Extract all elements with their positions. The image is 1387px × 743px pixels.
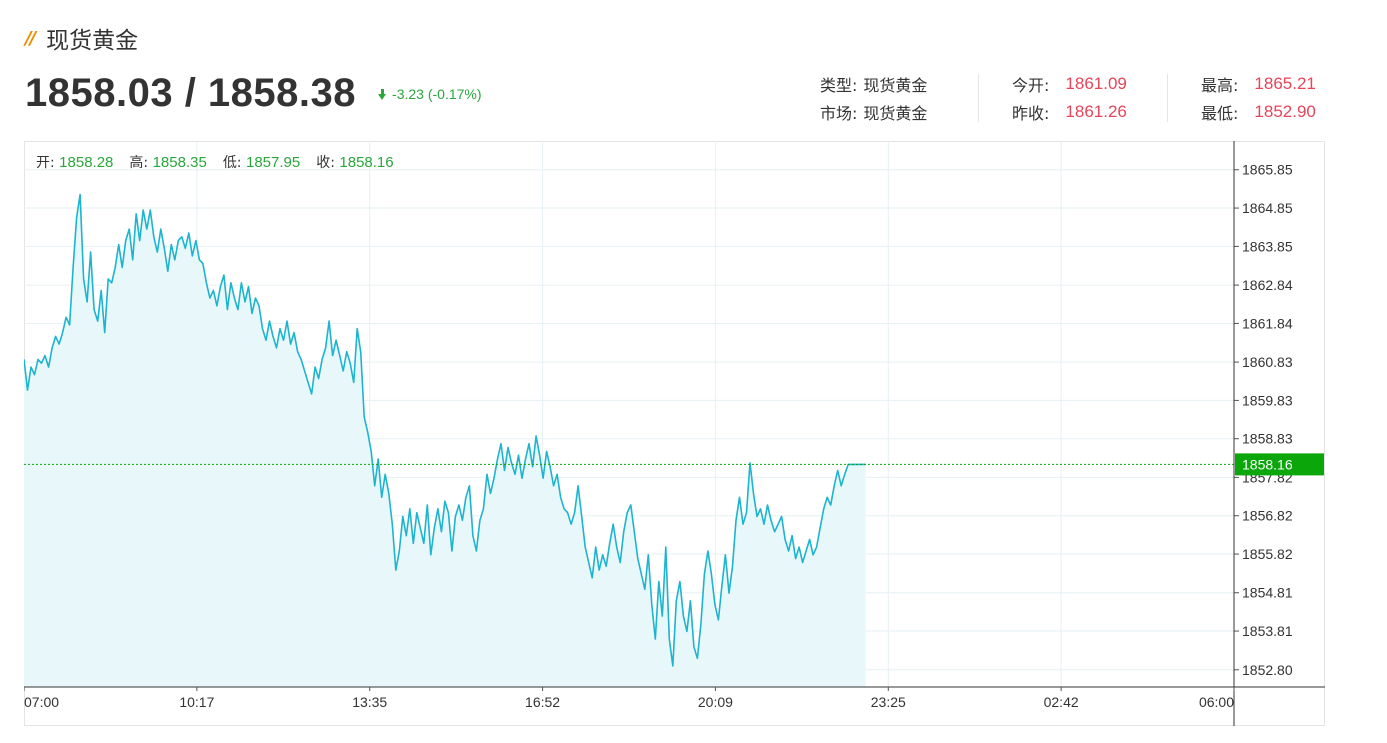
y-tick-label: 1865.85 (1242, 162, 1293, 178)
ohlc-close-label: 收: (316, 155, 335, 171)
y-tick-label: 1852.80 (1242, 662, 1293, 678)
y-tick-label: 1855.82 (1242, 546, 1293, 562)
last-price-tag (1235, 453, 1324, 476)
info-high: 最高: 1865.21 (1201, 70, 1316, 98)
y-tick-label: 1859.83 (1242, 392, 1293, 408)
price-area (24, 194, 866, 687)
info-divider (1167, 74, 1168, 122)
info-low-label: 最低: (1201, 104, 1239, 123)
info-market-value: 现货黄金 (863, 104, 928, 123)
ohlc-low-label: 低: (222, 155, 242, 171)
title-mark-icon: // (25, 27, 36, 49)
y-tick-label: 1862.84 (1242, 277, 1293, 293)
price-change: -3.23 (-0.17%) (378, 86, 482, 102)
x-tick-label: 06:00 (1199, 694, 1234, 710)
info-type-value: 现货黄金 (863, 76, 928, 95)
price-row: 1858.03 / 1858.38 -3.23 (-0.17%) (25, 70, 482, 116)
ohlc-high-label: 高: (129, 155, 149, 171)
x-tick-label: 07:00 (24, 694, 59, 710)
price-chart[interactable]: 1865.85 1864.85 1863.85 1862.84 1861.84 1860.… (24, 141, 1325, 726)
last-price-label: 1858.16 (1242, 456, 1293, 472)
x-tick-label: 10:17 (179, 694, 214, 710)
arrow-down-icon (378, 88, 387, 100)
quote-info-panel: 类型: 现货黄金 市场: 现货黄金 今开: 1861.09 昨收: 1861.2… (820, 70, 1330, 126)
ohlc-high-value: 1858.35 (152, 154, 207, 171)
info-high-value: 1865.21 (1254, 74, 1316, 93)
price-line (24, 193, 866, 667)
y-tick-label: 1853.81 (1242, 623, 1293, 639)
info-low-value: 1852.90 (1254, 102, 1316, 121)
x-tick-label: 23:25 (871, 694, 906, 710)
y-tick-label: 1854.81 (1242, 585, 1293, 601)
chart-canvas[interactable]: 1865.85 1864.85 1863.85 1862.84 1861.84 1860.… (24, 141, 1325, 726)
info-open-value: 1861.09 (1065, 74, 1127, 93)
page-title: 现货黄金 (46, 28, 139, 54)
ohlc-open-label: 开: (36, 155, 55, 171)
x-tick-label: 16:52 (525, 694, 560, 710)
bid-ask-price: 1858.03 / 1858.38 (25, 70, 357, 115)
info-open-label: 今开: (1012, 76, 1050, 95)
x-tick-label: 02:42 (1044, 694, 1079, 710)
title-row: // 现货黄金 (25, 22, 139, 55)
ohlc-close-value: 1858.16 (339, 154, 394, 171)
price-change-value: -3.23 (-0.17%) (392, 86, 482, 102)
y-tick-label: 1861.84 (1242, 315, 1293, 331)
info-market-label: 市场: (820, 104, 858, 123)
y-tick-label: 1860.83 (1242, 354, 1293, 370)
info-prev-close: 昨收: 1861.26 (1012, 98, 1127, 126)
ohlc-open-value: 1858.28 (59, 154, 114, 171)
info-high-label: 最高: (1201, 76, 1239, 95)
info-market: 市场: 现货黄金 (820, 98, 927, 126)
ohlc-readout: 开: 1858.28 高: 1858.35 低: 1857.95 收: 1858… (36, 152, 394, 172)
ohlc-low-value: 1857.95 (245, 154, 301, 171)
info-type: 类型: 现货黄金 (820, 70, 927, 98)
x-tick-label: 20:09 (698, 694, 733, 710)
y-tick-label: 1864.85 (1242, 200, 1293, 216)
x-tick-label: 13:35 (352, 694, 387, 710)
info-low: 最低: 1852.90 (1201, 98, 1316, 126)
y-tick-label: 1858.83 (1242, 431, 1293, 447)
info-open: 今开: 1861.09 (1012, 70, 1127, 98)
y-tick-label: 1856.82 (1242, 508, 1293, 524)
info-prev-close-label: 昨收: (1012, 104, 1050, 123)
info-divider (978, 74, 979, 122)
info-prev-close-value: 1861.26 (1065, 102, 1127, 121)
y-tick-label: 1863.85 (1242, 238, 1293, 254)
info-type-label: 类型: (820, 76, 858, 95)
